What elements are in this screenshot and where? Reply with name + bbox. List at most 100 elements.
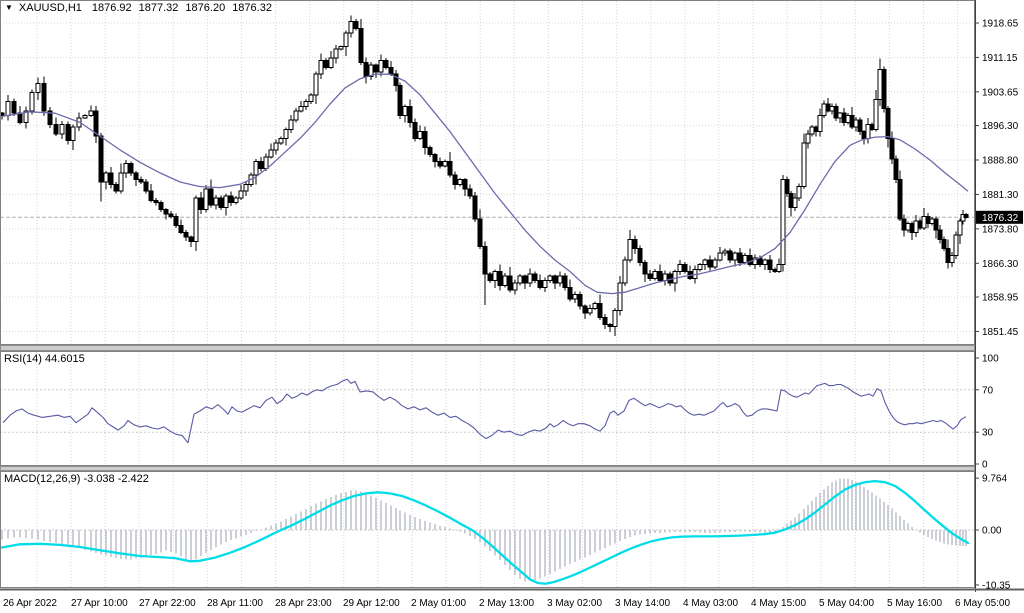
time-axis-label: 28 Apr 11:00 xyxy=(207,598,263,609)
bullish-candle xyxy=(318,59,324,75)
bearish-candle xyxy=(897,179,903,220)
bearish-candle xyxy=(727,250,733,261)
time-axis-label: 29 Apr 12:00 xyxy=(343,598,400,609)
bullish-candle xyxy=(622,259,628,284)
bearish-candle xyxy=(925,215,931,224)
bullish-candle xyxy=(278,137,284,144)
bullish-candle xyxy=(929,218,935,224)
bullish-candle xyxy=(752,257,758,266)
bullish-candle xyxy=(517,275,523,284)
bearish-candle xyxy=(65,124,71,142)
bullish-candle xyxy=(512,282,518,291)
time-axis-label: 3 May 02:00 xyxy=(547,598,602,609)
time-axis-label: 5 May 04:00 xyxy=(819,598,874,609)
price-tick-label: 1888.80 xyxy=(982,156,1019,167)
bearish-candle xyxy=(363,62,369,77)
bearish-candle xyxy=(577,293,583,307)
bullish-candle xyxy=(592,303,598,309)
time-axis-label: 4 May 15:00 xyxy=(751,598,806,609)
bearish-candle xyxy=(93,110,99,137)
bullish-candle xyxy=(702,259,708,266)
close-value: 1876.32 xyxy=(232,2,272,14)
bearish-candle xyxy=(477,218,483,247)
collapse-arrow-icon[interactable]: ▼ xyxy=(5,3,13,12)
bullish-candle xyxy=(502,275,508,286)
bullish-candle xyxy=(238,190,244,199)
time-axis-label: 2 May 01:00 xyxy=(411,598,466,609)
bullish-candle xyxy=(722,250,728,254)
bearish-candle xyxy=(841,112,847,123)
bearish-candle xyxy=(113,183,119,192)
panel-separator[interactable] xyxy=(0,466,975,471)
price-tick-label: 1918.65 xyxy=(982,19,1019,30)
bearish-candle xyxy=(532,273,538,282)
bullish-candle xyxy=(328,57,334,68)
bullish-candle xyxy=(805,133,811,144)
main-panel-border xyxy=(0,0,975,345)
bearish-candle xyxy=(218,197,224,208)
bullish-candle xyxy=(732,252,738,261)
bullish-candle xyxy=(288,119,294,130)
bullish-candle xyxy=(308,94,314,103)
bearish-candle xyxy=(41,82,47,112)
bullish-candle xyxy=(103,172,109,183)
time-axis-label: 28 Apr 23:00 xyxy=(275,598,332,609)
bullish-candle xyxy=(283,128,289,139)
bullish-candle xyxy=(442,160,448,167)
time-axis-label: 3 May 14:00 xyxy=(615,598,670,609)
bullish-candle xyxy=(23,110,29,123)
high-value: 1877.32 xyxy=(138,2,179,14)
bearish-candle xyxy=(597,303,603,318)
bullish-candle xyxy=(348,20,354,34)
bearish-candle xyxy=(183,232,189,238)
bearish-candle xyxy=(168,213,174,217)
bullish-candle xyxy=(627,238,633,261)
rsi-panel-border xyxy=(0,351,975,466)
bullish-candle xyxy=(492,271,498,282)
bullish-candle xyxy=(313,73,319,96)
bullish-candle xyxy=(203,188,209,211)
bullish-candle xyxy=(829,105,835,112)
bearish-candle xyxy=(472,195,478,220)
bearish-candle xyxy=(188,236,194,243)
bullish-candle xyxy=(303,101,309,107)
bullish-candle xyxy=(298,105,304,112)
bearish-candle xyxy=(602,316,608,325)
bullish-candle xyxy=(652,271,658,279)
bearish-candle xyxy=(772,268,778,273)
bearish-candle xyxy=(383,59,389,68)
bullish-candle xyxy=(742,254,748,263)
bearish-candle xyxy=(889,137,895,160)
bullish-candle xyxy=(527,273,533,284)
bearish-candle xyxy=(632,238,638,250)
panel-separator[interactable] xyxy=(0,345,975,351)
bullish-candle xyxy=(960,214,966,222)
bullish-candle xyxy=(877,69,883,100)
bearish-candle xyxy=(452,174,458,185)
bullish-candle xyxy=(617,282,623,312)
bearish-candle xyxy=(163,209,169,215)
bearish-candle xyxy=(407,105,413,123)
time-axis-label: 27 Apr 22:00 xyxy=(139,598,196,609)
bearish-candle xyxy=(133,172,139,181)
bullish-candle xyxy=(193,197,199,243)
current-price-badge xyxy=(976,210,1023,224)
bearish-candle xyxy=(737,252,743,263)
bullish-candle xyxy=(333,48,339,59)
bullish-candle xyxy=(776,264,782,273)
time-axis-label: 5 May 16:00 xyxy=(887,598,942,609)
macd-indicator-label: MACD(12,26,9) -3.038 -2.422 xyxy=(4,473,149,485)
bearish-candle xyxy=(128,163,134,174)
bullish-candle xyxy=(792,197,798,208)
bearish-candle xyxy=(657,271,663,282)
bearish-candle xyxy=(208,188,214,206)
price-tick-label: 1881.30 xyxy=(982,190,1019,201)
bearish-candle xyxy=(567,287,573,300)
rsi-tick-label: 0 xyxy=(982,460,988,471)
time-axis-label: 27 Apr 10:00 xyxy=(71,598,128,609)
bearish-candle xyxy=(833,105,839,119)
bullish-candle xyxy=(953,234,959,256)
bearish-candle xyxy=(153,199,159,204)
